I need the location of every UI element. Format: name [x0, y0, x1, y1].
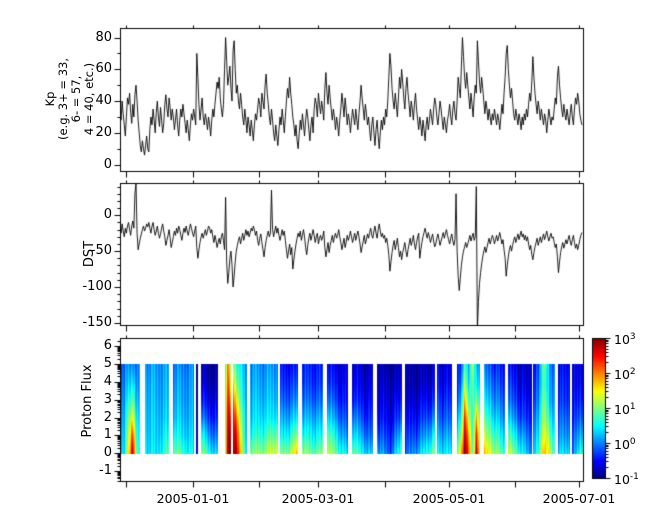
y-tick-label-panel1: 0: [103, 157, 112, 172]
y-tick-label-panel1: 80: [95, 30, 112, 45]
colorbar-tick-label: 10-1: [614, 472, 639, 488]
y-tick-label-panel3: 0: [103, 445, 112, 460]
colorbar-tick-label: 103: [614, 332, 636, 348]
y-tick-label-panel3: 4: [103, 374, 112, 389]
y-tick-label-panel1: 40: [95, 93, 112, 108]
y-tick-label-panel1: 60: [95, 61, 112, 76]
x-tick-label-2005-03-01: 2005-03-01: [281, 491, 355, 506]
y-tick-label-panel3: 5: [103, 356, 112, 371]
x-tick-label-2005-05-01: 2005-05-01: [412, 491, 486, 506]
y-tick-label-panel2: 0: [103, 207, 112, 222]
y-tick-label-panel2: -100: [82, 279, 112, 294]
y-tick-label-panel2: -150: [82, 315, 112, 330]
y-tick-label-panel3: 6: [103, 338, 112, 353]
colorbar-tick-label: 100: [614, 437, 636, 453]
y-tick-label-panel2: -50: [90, 243, 112, 258]
y-tick-label-panel3: -1: [99, 463, 112, 478]
colorbar-tick-label: 101: [614, 402, 636, 418]
y-tick-label-panel3: 1: [103, 427, 112, 442]
y-tick-label-panel1: 20: [95, 125, 112, 140]
x-tick-label-2005-01-01: 2005-01-01: [156, 491, 230, 506]
y-tick-label-panel3: 2: [103, 410, 112, 425]
colorbar-tick-label: 102: [614, 367, 636, 383]
y-tick-label-panel3: 3: [103, 392, 112, 407]
x-tick-label-2005-07-01: 2005-07-01: [542, 491, 616, 506]
